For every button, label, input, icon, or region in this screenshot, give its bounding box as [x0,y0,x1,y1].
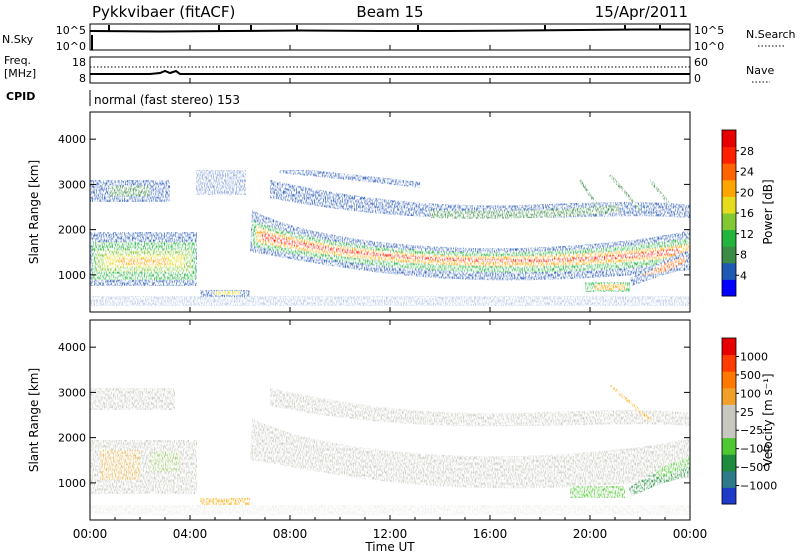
freq-tick-top: 18 [72,56,86,69]
power-colorbar-swatch [722,130,736,148]
velocity-y-axis: 4000 3000 2000 1000 [58,341,690,490]
power-colorbar-tick-label: 4 [740,269,747,282]
velocity-colorbar-swatch [722,354,736,372]
power-colorbar-tick-label: 24 [740,166,754,179]
nsky-tick-top: 10^5 [56,24,86,37]
velocity-ytick-label: 3000 [58,386,86,399]
velocity-colorbar-tick-label: −25 [740,424,763,437]
velocity-colorbar-frame [721,337,737,505]
nsky-label: N.Sky [2,33,34,46]
velocity-ylabel: Slant Range [km] [27,368,41,472]
freq-tick-bottom: 8 [79,72,86,85]
velocity-colorbar-swatch [722,470,736,488]
power-colorbar-swatch [722,229,736,247]
velocity-scatter [90,383,690,515]
nsearch-tick-top: 10^5 [694,24,724,37]
freq-trace [90,69,690,75]
velocity-ytick-label: 1000 [58,477,86,490]
velocity-colorbar-tick-label: −1000 [740,480,777,493]
velocity-colorbar: 1000 500 100 25 −25 −100 −500 −1000 [721,337,777,505]
nsky-trace [89,28,690,33]
velocity-colorbar-label: Velocity [m s⁻¹] [761,373,775,466]
velocity-colorbar-swatch [722,387,736,405]
velocity-ytick-label: 4000 [58,341,86,354]
power-colorbar-swatch [722,262,736,280]
velocity-colorbar-tick-label: −500 [740,461,770,474]
power-ylabel: Slant Range [km] [27,160,41,264]
date-title: 15/Apr/2011 [595,3,688,21]
velocity-colorbar-tick-label: 1000 [740,350,768,363]
power-ytick-label: 3000 [58,178,86,191]
xtick-label: 20:00 [573,527,608,541]
power-colorbar-swatch [722,246,736,264]
cpid-panel: CPID normal (fast stereo) 153 [6,90,240,107]
cpid-text: normal (fast stereo) 153 [94,93,240,107]
xtick-label: 00:00 [673,527,708,541]
power-colorbar-swatch [722,196,736,214]
power-ytick-label: 4000 [58,133,86,146]
freq-panel: Freq. [MHz] 18 8 60 0 Nave [4,54,774,85]
power-colorbar-tick-label: 28 [740,145,754,158]
velocity-colorbar-swatch [722,404,736,422]
velocity-colorbar-swatch [722,454,736,472]
xtick-label: 08:00 [273,527,308,541]
xtick-label: 00:00 [73,527,108,541]
velocity-colorbar-tick-label: −100 [740,443,770,456]
nsearch-tick-bottom: 10^0 [694,40,724,53]
power-colorbar-tick-label: 8 [740,249,747,262]
power-colorbar-swatch [722,146,736,164]
power-y-axis: 4000 3000 2000 1000 [58,133,690,282]
xtick-label: 16:00 [473,527,508,541]
time-axis: 00:00 04:00 08:00 12:00 16:00 20:00 00:00 [73,45,708,541]
nsky-spikes [91,25,661,50]
nave-tick-bottom: 0 [694,72,701,85]
freq-label-2: [MHz] [4,67,36,80]
power-colorbar-swatch [722,279,736,297]
nsearch-label: N.Search [746,28,796,41]
power-ytick-label: 2000 [58,224,86,237]
velocity-colorbar-tick-label: 25 [740,406,754,419]
freq-label-1: Freq. [4,54,31,67]
power-scatter [90,167,690,306]
xtick-label: 12:00 [373,527,408,541]
power-colorbar-swatch [722,179,736,197]
velocity-colorbar-swatch [722,338,736,356]
power-ytick-label: 1000 [58,269,86,282]
velocity-colorbar-swatch [722,421,736,439]
nsky-panel: N.Sky 10^5 10^0 10^5 10^0 N.Search [2,23,796,53]
xtick-label: 04:00 [173,527,208,541]
beam-title: Beam 15 [356,3,423,21]
cpid-label: CPID [6,90,35,103]
power-colorbar-label: Power [dB] [761,179,775,244]
velocity-colorbar-tick-label: 100 [740,387,761,400]
power-echo-layer [90,167,690,306]
power-colorbar-tick-label: 16 [740,207,754,220]
power-colorbar-swatch [722,163,736,181]
power-panel: 4000 3000 2000 1000 Slant Range [km] 28 24 20… [27,111,775,313]
nsky-tick-bottom: 10^0 [56,40,86,53]
velocity-colorbar-swatch [722,487,736,505]
velocity-colorbar-swatch [722,371,736,389]
power-colorbar-swatch [722,213,736,231]
velocity-colorbar-tick-label: 500 [740,369,761,382]
velocity-colorbar-swatch [722,437,736,455]
nave-tick-top: 60 [694,56,708,69]
nave-label: Nave [746,64,774,77]
velocity-ytick-label: 2000 [58,432,86,445]
velocity-echo-layer [90,383,690,515]
power-colorbar-tick-label: 12 [740,228,754,241]
power-colorbar-tick-label: 20 [740,186,754,199]
velocity-panel: 4000 3000 2000 1000 Slant Range [km] 1000 50… [27,319,777,521]
power-colorbar: 28 24 20 16 12 8 4 [721,129,754,297]
station-title: Pykkvibaer (fitACF) [92,3,235,21]
xaxis-label: Time UT [364,540,415,554]
